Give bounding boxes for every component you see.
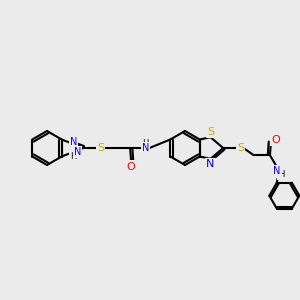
Text: H: H [278,170,284,179]
Text: S: S [237,143,244,153]
Text: S: S [97,143,104,153]
Text: H: H [70,152,77,161]
Text: N: N [142,143,149,153]
Text: N: N [70,136,77,147]
Text: N: N [206,159,215,169]
Text: S: S [207,127,214,137]
Text: H: H [142,139,148,148]
Text: O: O [127,161,136,172]
Text: N: N [273,167,280,176]
Text: N: N [74,147,81,158]
Text: O: O [272,135,280,145]
